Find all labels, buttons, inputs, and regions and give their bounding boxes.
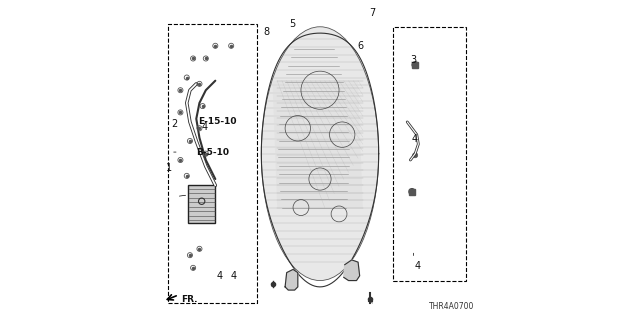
Ellipse shape [261,27,379,281]
Bar [188,185,215,223]
Polygon shape [285,269,298,290]
Text: THR4A0700: THR4A0700 [428,302,474,311]
Text: 4: 4 [415,261,420,271]
Text: 3: 3 [410,55,417,65]
Text: 4: 4 [230,271,237,281]
Text: 8: 8 [263,27,269,36]
Text: 4: 4 [201,122,207,132]
Text: FR.: FR. [181,295,198,304]
Text: E-15-10: E-15-10 [198,117,236,126]
Bar [393,27,466,281]
Bar [168,24,257,303]
Text: 4: 4 [217,271,223,281]
Text: B-5-10: B-5-10 [196,148,228,156]
Circle shape [413,153,418,158]
Text: 6: 6 [358,41,364,51]
Text: 5: 5 [289,19,295,28]
Text: 4: 4 [412,134,417,144]
Polygon shape [273,81,363,208]
Polygon shape [344,260,360,281]
Text: 7: 7 [369,8,376,19]
Text: 2: 2 [172,118,178,129]
Text: 1: 1 [166,163,172,173]
